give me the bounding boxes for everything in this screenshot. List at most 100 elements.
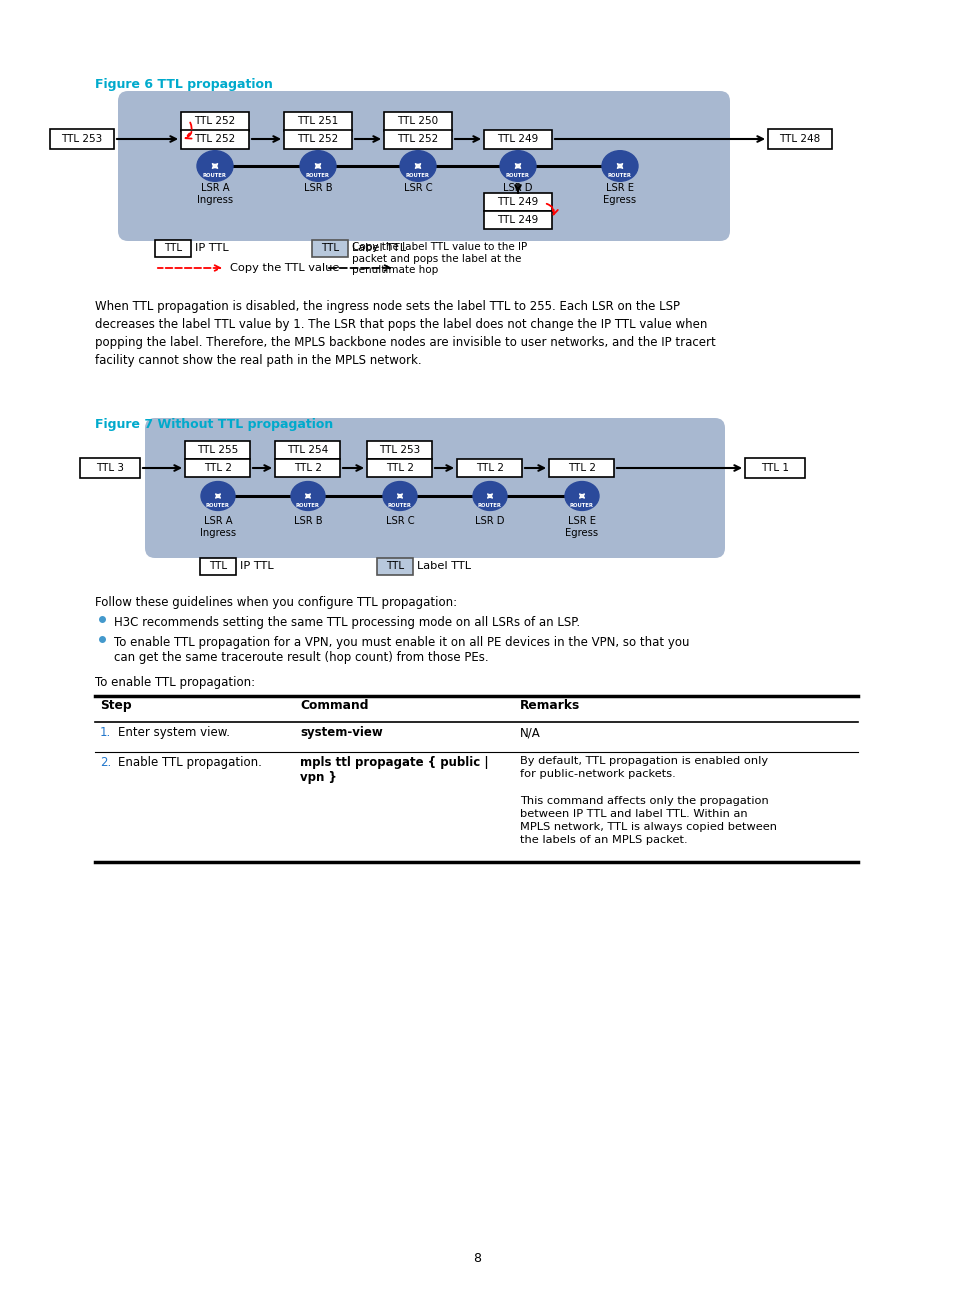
Ellipse shape	[564, 482, 598, 511]
Text: IP TTL: IP TTL	[194, 244, 229, 253]
FancyBboxPatch shape	[181, 130, 249, 149]
Text: TTL 3: TTL 3	[96, 463, 124, 473]
Text: TTL 249: TTL 249	[497, 197, 538, 207]
Text: TTL 251: TTL 251	[297, 117, 338, 126]
Text: TTL 248: TTL 248	[779, 133, 820, 144]
Text: TTL: TTL	[209, 561, 227, 572]
Text: By default, TTL propagation is enabled only
for public-network packets.

This co: By default, TTL propagation is enabled o…	[519, 756, 776, 845]
FancyBboxPatch shape	[384, 130, 452, 149]
Text: TTL 2: TTL 2	[204, 463, 232, 473]
FancyBboxPatch shape	[483, 211, 552, 229]
FancyBboxPatch shape	[384, 111, 452, 131]
Text: LSR B: LSR B	[294, 516, 322, 526]
Text: N/A: N/A	[519, 726, 540, 739]
Text: TTL 254: TTL 254	[287, 445, 328, 455]
Text: TTL 250: TTL 250	[397, 117, 438, 126]
Text: TTL 249: TTL 249	[497, 215, 538, 226]
Text: LSR A
Ingress: LSR A Ingress	[200, 516, 235, 538]
FancyBboxPatch shape	[483, 130, 552, 149]
FancyBboxPatch shape	[154, 240, 191, 257]
Text: ROUTER: ROUTER	[607, 174, 631, 179]
Text: TTL: TTL	[320, 244, 338, 253]
Text: Copy the label TTL value to the IP
packet and pops the label at the
penultimate : Copy the label TTL value to the IP packe…	[352, 242, 527, 275]
FancyBboxPatch shape	[767, 130, 831, 149]
Text: TTL 255: TTL 255	[197, 445, 238, 455]
Text: LSR E
Egress: LSR E Egress	[603, 183, 636, 205]
FancyBboxPatch shape	[118, 91, 729, 241]
Text: ROUTER: ROUTER	[206, 503, 230, 508]
Text: TTL 2: TTL 2	[476, 463, 503, 473]
Text: Command: Command	[299, 699, 368, 712]
Text: Remarks: Remarks	[519, 699, 579, 712]
FancyBboxPatch shape	[185, 441, 251, 459]
Text: LSR B: LSR B	[303, 183, 332, 193]
Text: TTL: TTL	[164, 244, 182, 253]
FancyBboxPatch shape	[275, 441, 340, 459]
Text: TTL 252: TTL 252	[397, 133, 438, 144]
FancyBboxPatch shape	[145, 419, 724, 559]
Text: IP TTL: IP TTL	[240, 561, 274, 572]
FancyBboxPatch shape	[457, 459, 522, 477]
Text: Copy the TTL value: Copy the TTL value	[230, 263, 339, 273]
FancyBboxPatch shape	[80, 457, 140, 478]
Ellipse shape	[499, 150, 536, 181]
Text: Figure 7 Without TTL propagation: Figure 7 Without TTL propagation	[95, 419, 333, 432]
Text: TTL 249: TTL 249	[497, 133, 538, 144]
Text: Label TTL: Label TTL	[416, 561, 471, 572]
FancyBboxPatch shape	[200, 557, 235, 574]
FancyBboxPatch shape	[744, 457, 804, 478]
Text: ROUTER: ROUTER	[295, 503, 319, 508]
Text: To enable TTL propagation:: To enable TTL propagation:	[95, 677, 254, 689]
Text: ROUTER: ROUTER	[203, 174, 227, 179]
FancyBboxPatch shape	[549, 459, 614, 477]
Ellipse shape	[201, 482, 234, 511]
FancyBboxPatch shape	[284, 111, 352, 131]
Text: Enable TTL propagation.: Enable TTL propagation.	[118, 756, 262, 769]
Ellipse shape	[291, 482, 325, 511]
FancyBboxPatch shape	[181, 111, 249, 131]
Text: TTL 2: TTL 2	[294, 463, 322, 473]
Text: TTL 2: TTL 2	[386, 463, 414, 473]
FancyBboxPatch shape	[284, 130, 352, 149]
Text: LSR C: LSR C	[385, 516, 414, 526]
Text: TTL 1: TTL 1	[760, 463, 788, 473]
Text: ROUTER: ROUTER	[306, 174, 330, 179]
Ellipse shape	[399, 150, 436, 181]
Text: 8: 8	[473, 1252, 480, 1265]
Text: system-view: system-view	[299, 726, 382, 739]
Text: LSR C: LSR C	[403, 183, 432, 193]
Text: TTL 253: TTL 253	[61, 133, 103, 144]
Text: TTL 252: TTL 252	[194, 117, 235, 126]
Text: When TTL propagation is disabled, the ingress node sets the label TTL to 255. Ea: When TTL propagation is disabled, the in…	[95, 299, 715, 367]
Text: TTL 252: TTL 252	[194, 133, 235, 144]
Text: ROUTER: ROUTER	[406, 174, 430, 179]
FancyBboxPatch shape	[367, 459, 432, 477]
Text: Enter system view.: Enter system view.	[118, 726, 230, 739]
FancyBboxPatch shape	[483, 193, 552, 211]
Ellipse shape	[196, 150, 233, 181]
Text: TTL 253: TTL 253	[379, 445, 420, 455]
Text: ROUTER: ROUTER	[388, 503, 412, 508]
Text: Label TTL: Label TTL	[352, 244, 406, 253]
Text: ROUTER: ROUTER	[477, 503, 501, 508]
Ellipse shape	[601, 150, 638, 181]
Ellipse shape	[473, 482, 506, 511]
Text: LSR D: LSR D	[475, 516, 504, 526]
FancyBboxPatch shape	[376, 557, 413, 574]
FancyBboxPatch shape	[50, 130, 113, 149]
Text: mpls ttl propagate { public |
vpn }: mpls ttl propagate { public | vpn }	[299, 756, 488, 784]
Text: ROUTER: ROUTER	[505, 174, 530, 179]
Ellipse shape	[299, 150, 335, 181]
FancyBboxPatch shape	[367, 441, 432, 459]
Text: TTL: TTL	[386, 561, 404, 572]
Ellipse shape	[382, 482, 416, 511]
Text: Follow these guidelines when you configure TTL propagation:: Follow these guidelines when you configu…	[95, 596, 456, 609]
Text: Step: Step	[100, 699, 132, 712]
Text: 2.: 2.	[100, 756, 112, 769]
Text: 1.: 1.	[100, 726, 112, 739]
Text: LSR E
Egress: LSR E Egress	[565, 516, 598, 538]
Text: ROUTER: ROUTER	[569, 503, 594, 508]
Text: TTL 2: TTL 2	[567, 463, 596, 473]
FancyBboxPatch shape	[275, 459, 340, 477]
Text: LSR D: LSR D	[503, 183, 532, 193]
